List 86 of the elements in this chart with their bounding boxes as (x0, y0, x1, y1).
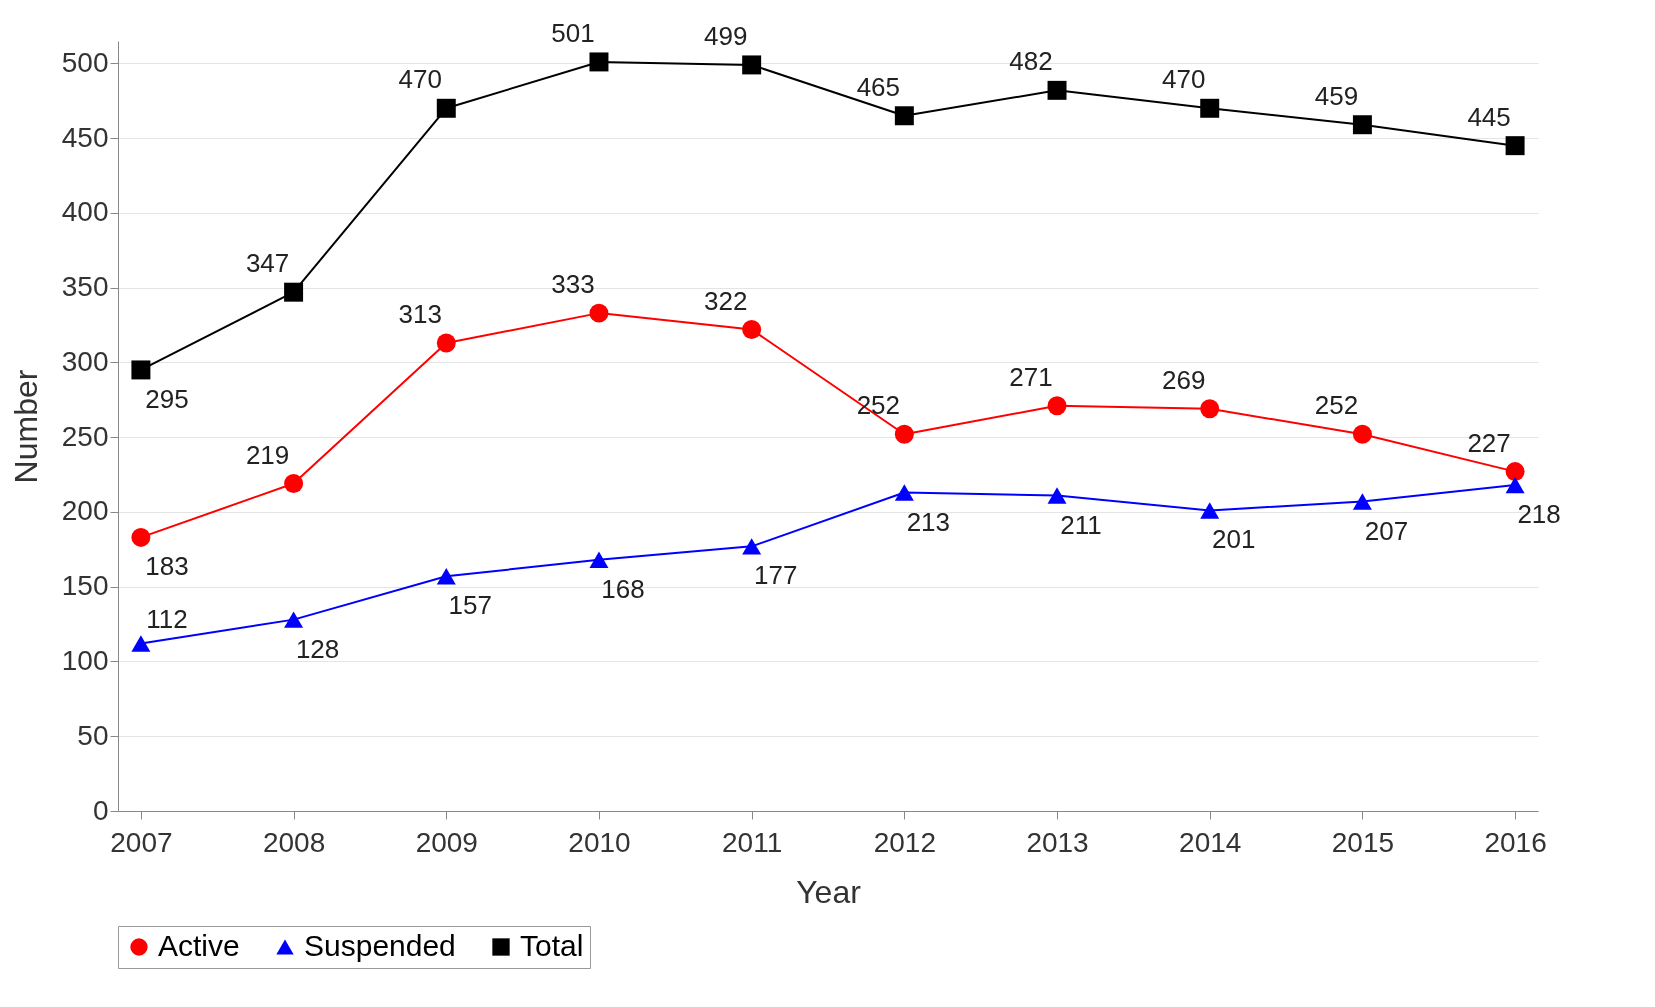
legend-label: Total (520, 929, 584, 962)
x-tick-label: 2011 (722, 826, 783, 858)
point (284, 474, 304, 494)
point (1505, 476, 1525, 494)
x-tick-label: 2009 (415, 826, 478, 858)
legend-label: Suspended (304, 929, 456, 962)
point (589, 52, 609, 72)
point (894, 106, 914, 126)
point (1352, 493, 1372, 510)
data-label: 459 (1314, 80, 1359, 111)
data-label: 470 (1162, 64, 1206, 95)
point (436, 568, 456, 585)
data-label: 313 (398, 299, 442, 330)
x-tick-label: 2010 (568, 826, 631, 858)
data-label: 322 (703, 285, 748, 316)
x-tick-label: 2008 (262, 826, 326, 858)
data-label: 207 (1364, 515, 1409, 546)
data-label: 252 (1314, 390, 1359, 421)
y-tick-label: 150 (61, 570, 109, 602)
data-label: 128 (295, 633, 340, 664)
point (1200, 399, 1220, 419)
y-tick-label: 250 (61, 420, 109, 452)
data-label: 112 (146, 603, 188, 634)
point (742, 55, 762, 75)
y-tick-label: 500 (61, 46, 109, 78)
point (1505, 136, 1525, 156)
y-tick-label: 400 (61, 196, 109, 228)
data-label: 445 (1467, 101, 1511, 132)
x-tick-label: 2007 (110, 826, 173, 858)
point (1200, 502, 1220, 519)
data-label: 333 (551, 269, 595, 300)
point (284, 611, 304, 628)
point (589, 303, 609, 323)
y-tick-label: 300 (61, 345, 109, 377)
point (131, 527, 151, 547)
data-label: 211 (1060, 509, 1102, 540)
data-label: 499 (703, 20, 748, 51)
data-label: 201 (1212, 524, 1256, 555)
data-label: 252 (856, 390, 901, 421)
point (436, 98, 456, 118)
data-label: 482 (1009, 46, 1053, 77)
data-label: 218 (1517, 499, 1561, 530)
point (742, 538, 762, 555)
data-label: 219 (245, 439, 290, 470)
y-tick-label: 50 (77, 719, 109, 751)
data-label: 465 (856, 71, 901, 102)
x-tick-label: 2012 (873, 826, 936, 858)
y-tick-label: 100 (61, 644, 109, 676)
data-label: 347 (245, 248, 290, 279)
point (1047, 80, 1067, 100)
point (1352, 115, 1372, 135)
point (1200, 98, 1220, 118)
data-label: 295 (145, 383, 189, 414)
data-label: 183 (145, 551, 189, 582)
point (1047, 487, 1067, 504)
data-label: 213 (906, 506, 951, 537)
point (894, 424, 914, 444)
data-label: 271 (1009, 361, 1053, 392)
point (131, 360, 151, 380)
point (1505, 462, 1525, 482)
point (589, 551, 609, 569)
point (131, 635, 151, 652)
x-axis-title: Year (796, 873, 862, 910)
data-label: 269 (1162, 364, 1206, 395)
x-tick-label: 2014 (1179, 826, 1242, 858)
y-axis-title: Number (7, 369, 44, 484)
data-label: 177 (753, 560, 798, 591)
data-label: 227 (1467, 427, 1511, 458)
legend-label: Active (158, 929, 240, 962)
point (742, 320, 762, 340)
y-tick-label: 200 (61, 495, 109, 527)
data-label: 470 (398, 64, 442, 95)
x-tick-label: 2015 (1331, 826, 1395, 858)
data-label: 501 (551, 17, 595, 48)
point (436, 333, 456, 353)
data-label: 157 (448, 590, 492, 621)
point (284, 282, 304, 302)
y-tick-label: 350 (61, 271, 109, 303)
point (894, 484, 914, 501)
y-tick-label: 0 (92, 794, 109, 826)
point (1047, 396, 1067, 416)
x-tick-label: 2016 (1484, 826, 1547, 858)
y-tick-label: 450 (61, 121, 109, 153)
data-label: 168 (601, 573, 645, 604)
x-tick-label: 2013 (1026, 826, 1089, 858)
point (1352, 424, 1372, 444)
